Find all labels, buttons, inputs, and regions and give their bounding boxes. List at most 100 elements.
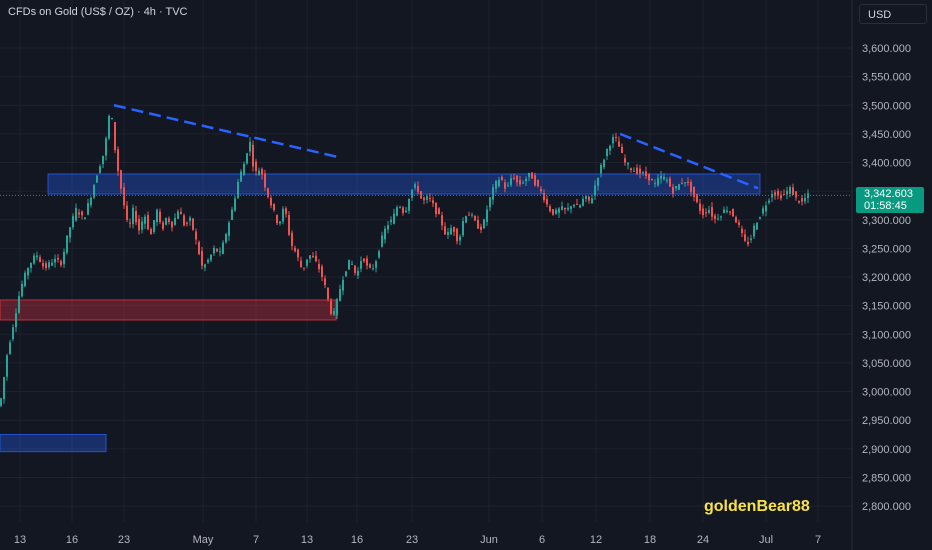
candle-body — [123, 187, 125, 206]
time-tick-label: May — [193, 534, 214, 546]
candle-body — [717, 218, 719, 220]
candle-body — [621, 147, 623, 153]
candle-body — [363, 258, 365, 262]
candle-body — [675, 186, 677, 189]
price-tick-label: 3,450.000 — [862, 129, 911, 141]
candle-body — [114, 122, 116, 151]
trendlines — [113, 104, 759, 190]
candle-body — [666, 180, 668, 182]
candle-body — [681, 183, 683, 185]
currency-selector[interactable]: USD — [859, 4, 927, 24]
candle-body — [297, 249, 299, 258]
candle-body — [738, 222, 740, 225]
candle-body — [336, 299, 338, 316]
candle-body — [438, 208, 440, 215]
candle-body — [240, 171, 242, 182]
candle-body — [174, 218, 176, 226]
candle-body — [558, 208, 560, 213]
candle-body — [588, 196, 590, 201]
candle-body — [318, 263, 320, 270]
candle-body — [651, 178, 653, 181]
candle-body — [417, 186, 419, 192]
candle-body — [147, 215, 149, 230]
candle-body — [234, 198, 236, 211]
candle-body — [330, 300, 332, 315]
candle-body — [756, 222, 758, 230]
candle-body — [576, 203, 578, 205]
candle-body — [228, 222, 230, 236]
candle-body — [0, 398, 2, 406]
candle-body — [321, 266, 323, 277]
candle-body — [729, 211, 731, 213]
candle-body — [129, 222, 131, 224]
candle-body — [720, 216, 722, 218]
candle-body — [408, 198, 410, 211]
candle-body — [723, 209, 725, 214]
candle-body — [741, 228, 743, 234]
candle-body — [726, 210, 728, 213]
candle-body — [375, 261, 377, 268]
candle-body — [594, 185, 596, 196]
time-tick-label: 6 — [539, 534, 545, 546]
candle-body — [180, 211, 182, 215]
candle-body — [51, 262, 53, 266]
candle-body — [627, 163, 629, 165]
candle-body — [552, 209, 554, 215]
candle-body — [714, 215, 716, 220]
candle-body — [27, 267, 29, 276]
chart-title: CFDs on Gold (US$ / OZ) · 4h · TVC — [8, 6, 188, 18]
candle-body — [387, 225, 389, 230]
candle-body — [138, 218, 140, 231]
time-tick-label: 16 — [351, 534, 363, 546]
candle-body — [582, 198, 584, 206]
candle-body — [609, 145, 611, 151]
candle-body — [744, 234, 746, 241]
candle-body — [273, 203, 275, 211]
candle-body — [309, 255, 311, 259]
candle-body — [777, 190, 779, 196]
candle-body — [252, 144, 254, 167]
candle-body — [195, 231, 197, 240]
candle-body — [30, 262, 32, 268]
price-tick-label: 3,550.000 — [862, 72, 911, 84]
time-tick-label: Jul — [759, 534, 773, 546]
candle-body — [213, 247, 215, 254]
time-tick-label: 13 — [14, 534, 26, 546]
candle-body — [354, 265, 356, 273]
candle-body — [573, 204, 575, 207]
candle-body — [36, 255, 38, 258]
candle-body — [219, 251, 221, 253]
candle-body — [390, 219, 392, 223]
candle-body — [237, 181, 239, 198]
candle-body — [765, 205, 767, 212]
candle-body — [591, 198, 593, 204]
candle-body — [120, 170, 122, 189]
candle-body — [513, 177, 515, 179]
price-tick-label: 3,500.000 — [862, 100, 911, 112]
candle-body — [420, 191, 422, 199]
candle-body — [291, 232, 293, 246]
candle-body — [249, 142, 251, 152]
candle-body — [411, 189, 413, 198]
candle-body — [90, 197, 92, 206]
candle-body — [162, 222, 164, 229]
candle-body — [732, 208, 734, 217]
price-tick-label: 3,200.000 — [862, 272, 911, 284]
candle-body — [372, 268, 374, 270]
candle-body — [435, 202, 437, 215]
candle-body — [753, 225, 755, 237]
candle-body — [678, 184, 680, 190]
grid-vertical — [19, 0, 819, 522]
candle-body — [450, 228, 452, 235]
candle-body — [801, 198, 803, 202]
candle-body — [141, 221, 143, 230]
candle-body — [768, 200, 770, 203]
candle-body — [300, 260, 302, 268]
candle-body — [159, 211, 161, 223]
candle-body — [60, 261, 62, 266]
candle-body — [456, 228, 458, 242]
candle-body — [177, 211, 179, 219]
time-tick-label: 16 — [66, 534, 78, 546]
